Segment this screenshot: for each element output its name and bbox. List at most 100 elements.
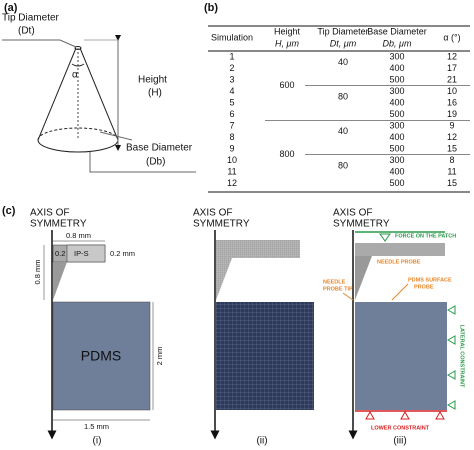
cell: 300 — [389, 120, 404, 130]
probe-taper — [53, 262, 67, 300]
column-header: Simulation — [211, 32, 253, 42]
lateral-constraints — [446, 305, 456, 410]
cell: 80 — [338, 91, 348, 101]
pdms-block — [52, 301, 151, 411]
column-header: Tip Diameter — [317, 26, 368, 36]
cell: 300 — [389, 155, 404, 165]
cell: 11 — [447, 166, 456, 176]
dim-label: 0.8 mm — [66, 231, 91, 240]
surface-label: PDMS SURFACE — [408, 277, 452, 283]
axis-label: SYMMETRY — [333, 219, 390, 230]
cell: 500 — [389, 74, 404, 84]
leader — [99, 131, 133, 141]
subpanel-label: (ii) — [256, 436, 267, 447]
probe-mesh — [216, 240, 300, 300]
dim-label: 2 mm — [155, 347, 164, 366]
dim-label: 0.2 — [55, 249, 65, 258]
probe — [355, 243, 445, 256]
cell: 400 — [389, 166, 404, 176]
angle-arc — [71, 63, 85, 67]
dim-label: 0.2 mm — [110, 249, 135, 258]
cell: 19 — [447, 109, 457, 119]
cell: 21 — [447, 74, 457, 84]
tip-label: (Dt) — [18, 26, 35, 37]
axis-label: SYMMETRY — [193, 219, 250, 230]
leader — [342, 292, 354, 301]
base-label: (Db) — [146, 157, 165, 168]
column-header: Base Diameter — [367, 26, 427, 36]
cell: 400 — [389, 132, 404, 142]
axis-label: AXIS OF — [333, 208, 372, 219]
cell: 9 — [449, 120, 454, 130]
subpanel-label: (iii) — [393, 436, 406, 447]
panel-label: (a) — [4, 2, 18, 14]
cell: 3 — [229, 74, 234, 84]
cell: 6 — [229, 109, 234, 119]
cell: 5 — [229, 97, 234, 107]
cell: 12 — [447, 51, 457, 61]
base-label: Base Diameter — [126, 143, 193, 154]
height-label: (H) — [148, 88, 162, 99]
probe-label: NEEDLE PROBE — [377, 259, 421, 265]
surface-label: PROBE — [414, 284, 434, 290]
material-label: IP-S — [74, 249, 89, 258]
cell: 40 — [338, 126, 348, 136]
leader — [391, 283, 409, 301]
dim-label: 0.8 mm — [33, 259, 42, 284]
height-label: Height — [138, 75, 167, 86]
cell: 12 — [227, 178, 237, 188]
dim-label: 1.5 mm — [84, 422, 109, 431]
cell: 500 — [389, 178, 404, 188]
cell: 1 — [229, 51, 234, 61]
cone — [37, 47, 119, 141]
axis-label: SYMMETRY — [30, 219, 87, 230]
column-header: H, μm — [275, 38, 299, 48]
pdms-mesh — [216, 302, 314, 410]
tip-label: PROBE TIP — [323, 286, 353, 292]
lateral-label: LATERAL CONSTRAINT — [459, 325, 465, 388]
cell: 11 — [227, 166, 236, 176]
lower-label: LOWER CONSTRAINT — [371, 425, 430, 431]
cell: 7 — [229, 120, 234, 130]
cell: 15 — [447, 143, 457, 153]
leader — [2, 39, 77, 48]
cell: 400 — [389, 97, 404, 107]
cell: 8 — [449, 155, 454, 165]
cell: 12 — [447, 132, 457, 142]
lower-constraints — [365, 410, 445, 420]
tip-label: NEEDLE — [323, 279, 346, 285]
cell: 15 — [447, 178, 457, 188]
cell: 9 — [229, 143, 234, 153]
axis-label: AXIS OF — [193, 208, 232, 219]
force-label: FORCE ON THE PATCH — [395, 233, 456, 239]
panel-c: (c) AXIS OF SYMMETRY 0.2 IP-S 0.8 mm 0.2… — [2, 205, 465, 447]
cell: 40 — [338, 57, 348, 67]
cell: 500 — [389, 109, 404, 119]
cell: 16 — [447, 97, 457, 107]
cell: 500 — [389, 143, 404, 153]
cell: 300 — [389, 86, 404, 96]
cell: 10 — [227, 155, 237, 165]
column-header: Height — [274, 26, 301, 36]
panel-b: (b) Simulation Height H, μm Tip Diameter Dt,… — [204, 2, 470, 193]
tip-label: Tip Diameter — [2, 13, 60, 24]
axis-label: AXIS OF — [30, 208, 69, 219]
leader — [89, 152, 196, 173]
cone-base-back — [37, 127, 119, 141]
subpanel-label: (i) — [93, 436, 102, 447]
panel-a: (a) α Tip Diameter (Dt) Height (H) Base … — [2, 2, 196, 173]
cell: 2 — [229, 63, 234, 73]
cell: 300 — [389, 51, 404, 61]
pdms-block — [355, 302, 447, 410]
column-header: Dt, μm — [330, 38, 357, 48]
column-header: α (°) — [443, 32, 460, 42]
cell: 17 — [447, 63, 457, 73]
cell: 600 — [279, 80, 294, 90]
panel-label: (b) — [204, 2, 218, 14]
column-header: Db, μm — [383, 38, 412, 48]
force-arrow — [379, 233, 391, 242]
panel-label: (c) — [2, 205, 16, 217]
alpha-label: α — [72, 70, 78, 81]
cell: 8 — [229, 132, 234, 142]
